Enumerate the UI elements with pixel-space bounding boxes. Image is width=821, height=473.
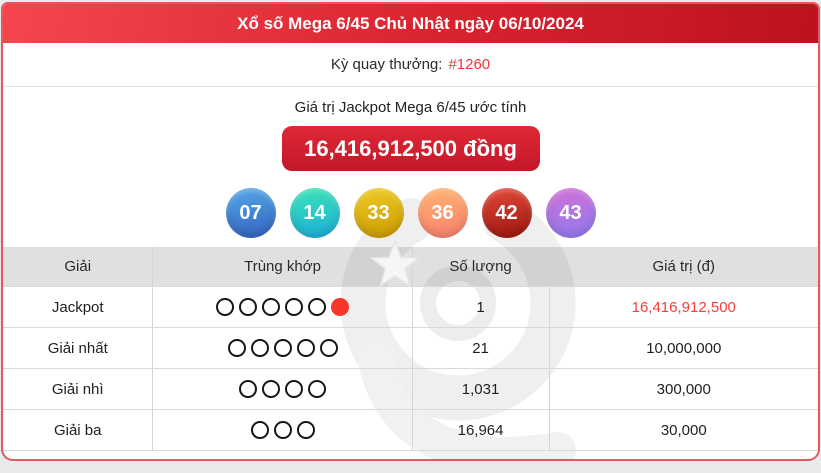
match-circle-outline (273, 339, 292, 357)
winning-number-ball: 43 (545, 188, 596, 238)
quantity-cell: 21 (412, 327, 550, 369)
match-circle-outline (296, 339, 315, 357)
match-circle-outline (308, 298, 327, 316)
draw-period-row: Kỳ quay thưởng: #1260 (3, 43, 818, 87)
winning-number-text: 14 (303, 201, 326, 224)
winning-number-text: 33 (367, 201, 390, 224)
match-cell (152, 368, 413, 410)
prize-cell: Jackpot (3, 286, 154, 328)
draw-period-label: Kỳ quay thưởng: (330, 56, 443, 73)
table-row: Giải ba 16,964 30,000 (3, 409, 818, 451)
match-circle-outline (262, 380, 281, 398)
match-circle-filled-red (331, 298, 350, 316)
col-header-match: Trùng khớp (152, 247, 413, 287)
match-circle-outline (285, 298, 304, 316)
table-row: Giải nhì 1,031 300,000 (3, 368, 818, 410)
table-row: Giải nhất 21 10,000,000 (3, 327, 818, 369)
col-header-value: Giá trị (đ) (549, 247, 818, 287)
match-circle-outline (285, 380, 304, 398)
col-header-prize: Giải (3, 247, 154, 287)
results-table-header: Giải Trùng khớp Số lượng Giá trị (đ) (3, 247, 818, 287)
match-circle-outline (239, 380, 258, 398)
jackpot-amount-text: 16,416,912,500 đồng (304, 135, 517, 161)
jackpot-amount-badge: 16,416,912,500 đồng (281, 126, 540, 171)
value-cell: 10,000,000 (549, 327, 818, 369)
lottery-results-card: Xổ số Mega 6/45 Chủ Nhật ngày 06/10/2024… (1, 2, 820, 461)
match-circle-outline (273, 421, 292, 439)
draw-period-value: #1260 (448, 56, 491, 73)
match-circle-outline (227, 339, 246, 357)
value-cell: 30,000 (549, 409, 818, 451)
winning-number-text: 42 (495, 201, 518, 224)
quantity-cell: 1,031 (412, 368, 550, 410)
match-circle-outline (319, 339, 338, 357)
match-circle-outline (239, 298, 258, 316)
results-table-body: Jackpot 1 16,416,912,500 Giải nhất 21 10… (3, 286, 818, 451)
winning-number-ball: 36 (417, 188, 468, 238)
prize-cell: Giải ba (3, 409, 154, 451)
match-circle-outline (262, 298, 281, 316)
winning-number-ball: 42 (481, 188, 532, 238)
match-cell (152, 286, 413, 328)
match-circle-outline (308, 380, 327, 398)
card-bottom-strip (3, 451, 818, 459)
value-cell: 16,416,912,500 (549, 286, 818, 328)
page-title-text: Xổ số Mega 6/45 Chủ Nhật ngày 06/10/2024 (237, 13, 584, 33)
page-title: Xổ số Mega 6/45 Chủ Nhật ngày 06/10/2024 (3, 4, 818, 43)
col-header-quantity: Số lượng (412, 247, 550, 287)
prize-cell: Giải nhất (3, 327, 154, 369)
results-table: Giải Trùng khớp Số lượng Giá trị (đ) Jac… (3, 247, 818, 451)
quantity-cell: 16,964 (412, 409, 550, 451)
quantity-cell: 1 (412, 286, 550, 328)
prize-cell: Giải nhì (3, 368, 154, 410)
winning-number-text: 36 (431, 201, 454, 224)
match-circle-outline (250, 421, 269, 439)
jackpot-title: Giá trị Jackpot Mega 6/45 ước tính (294, 99, 527, 116)
match-circle-outline (216, 298, 235, 316)
match-circle-outline (250, 339, 269, 357)
jackpot-section: Giá trị Jackpot Mega 6/45 ước tính 16,41… (3, 87, 818, 247)
match-cell (152, 327, 413, 369)
winning-number-ball: 07 (225, 188, 276, 238)
winning-number-ball: 33 (353, 188, 404, 238)
winning-number-ball: 14 (289, 188, 340, 238)
winning-number-text: 07 (239, 201, 262, 224)
winning-numbers: 07 14 33 36 42 43 (3, 188, 818, 238)
table-row: Jackpot 1 16,416,912,500 (3, 286, 818, 328)
value-cell: 300,000 (549, 368, 818, 410)
match-circle-outline (296, 421, 315, 439)
match-cell (152, 409, 413, 451)
winning-number-text: 43 (559, 201, 582, 224)
